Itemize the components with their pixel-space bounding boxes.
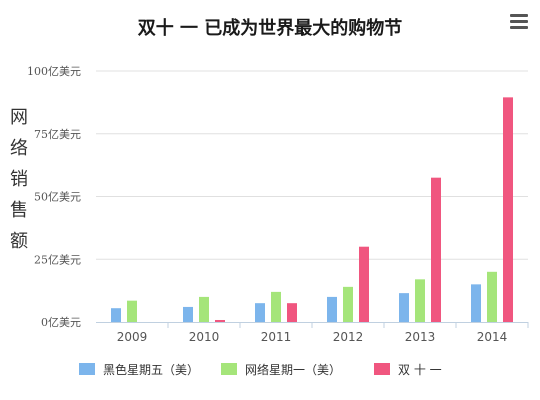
legend-item[interactable]: 双 十 一 xyxy=(374,361,442,377)
x-tick-label: 2011 xyxy=(261,330,292,344)
bar-1-2011 xyxy=(255,303,265,322)
y-tick-label: 75亿美元 xyxy=(34,128,81,141)
x-tick-label: 2009 xyxy=(117,330,148,344)
y-tick-label: 25亿美元 xyxy=(34,253,81,266)
bar-2-2014 xyxy=(487,271,497,322)
x-tick-label: 2013 xyxy=(405,330,436,344)
bar-2-2012 xyxy=(343,286,353,322)
hamburger-menu-icon xyxy=(510,14,528,17)
bar-3-2014 xyxy=(503,97,513,322)
y-axis-label-char: 额 xyxy=(10,231,28,252)
bar-2-2013 xyxy=(415,279,425,322)
legend-item[interactable]: 黑色星期五（美） xyxy=(79,361,199,377)
y-tick-label: 50亿美元 xyxy=(34,191,81,204)
legend-swatch xyxy=(221,363,237,375)
y-axis-label-char: 销 xyxy=(10,169,28,190)
bar-1-2014 xyxy=(471,284,481,322)
y-axis-label: 网络销售额 xyxy=(8,102,30,257)
bar-3-2012 xyxy=(359,246,369,322)
bar-3-2013 xyxy=(431,177,441,322)
bar-3-2010 xyxy=(215,319,225,322)
bar-1-2012 xyxy=(327,296,337,322)
legend-label: 双 十 一 xyxy=(398,362,442,377)
legend-label: 网络星期一（美） xyxy=(245,362,342,377)
bar-1-2010 xyxy=(183,306,193,322)
bar-2-2011 xyxy=(271,291,281,322)
y-tick-label: 0亿美元 xyxy=(41,316,81,329)
hamburger-menu-icon xyxy=(510,26,528,29)
hamburger-menu-icon xyxy=(510,20,528,23)
bar-2-2010 xyxy=(199,296,209,322)
legend-label: 黑色星期五（美） xyxy=(103,362,200,377)
legend-swatch xyxy=(79,363,95,375)
bar-1-2013 xyxy=(399,293,409,322)
y-axis-label-char: 络 xyxy=(10,138,28,159)
x-tick-label: 2012 xyxy=(333,330,364,344)
bar-1-2009 xyxy=(111,308,121,322)
y-tick-label: 100亿美元 xyxy=(27,65,81,78)
y-axis-label-char: 网 xyxy=(10,107,28,128)
y-axis-label-char: 售 xyxy=(10,200,28,221)
legend-item[interactable]: 网络星期一（美） xyxy=(221,361,341,377)
menu-button[interactable] xyxy=(506,10,532,34)
x-tick-label: 2014 xyxy=(477,330,508,344)
x-tick-label: 2010 xyxy=(189,330,220,344)
bar-2-2009 xyxy=(127,300,137,322)
legend-swatch xyxy=(374,363,390,375)
bar-3-2011 xyxy=(287,303,297,322)
chart-title: 双十 一 已成为世界最大的购物节 xyxy=(137,18,403,39)
